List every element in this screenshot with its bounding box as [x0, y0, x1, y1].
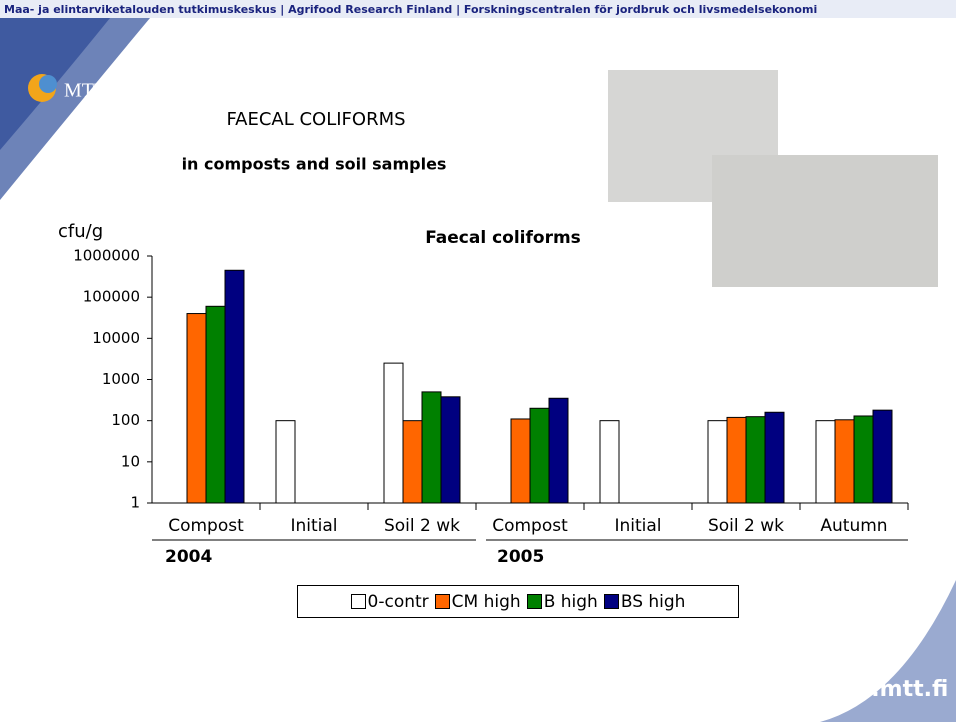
- y-tick-label: 10: [121, 452, 140, 470]
- bar: [853, 415, 874, 504]
- legend-swatch: [434, 594, 450, 609]
- legend-item: CM high: [434, 591, 521, 612]
- legend-swatch: [603, 594, 619, 609]
- banner-bg: [0, 0, 956, 18]
- footer: www.mtt.fi: [812, 677, 949, 702]
- bar: [815, 420, 836, 504]
- y-tick-label: 1000: [102, 370, 140, 388]
- y-tick-label: 10000: [92, 329, 140, 347]
- group-label: 2004: [165, 547, 212, 567]
- legend-label: 0-contr: [367, 591, 429, 612]
- y-axis-label: cfu/g: [58, 221, 103, 242]
- bar: [205, 305, 226, 504]
- slide-subtitle: in composts and soil samples: [182, 155, 447, 174]
- legend-item: BS high: [603, 591, 686, 612]
- bar: [834, 419, 855, 504]
- bar: [186, 313, 207, 504]
- y-tick-label: 100: [111, 411, 140, 429]
- legend-swatch: [526, 594, 542, 609]
- bar: [440, 396, 461, 504]
- y-tick-label: 1000000: [73, 247, 140, 265]
- bar: [529, 407, 550, 504]
- logo-icon-inner: [39, 75, 57, 93]
- x-tick-label: Compost: [492, 516, 568, 536]
- legend-label: B high: [543, 591, 598, 612]
- x-tick-label: Compost: [168, 516, 244, 536]
- legend-label: CM high: [451, 591, 521, 612]
- x-tick-label: Initial: [290, 516, 337, 536]
- bar: [421, 391, 442, 504]
- bar: [707, 420, 728, 504]
- x-tick-label: Autumn: [820, 516, 887, 536]
- bar: [275, 420, 296, 504]
- bar: [764, 411, 785, 504]
- x-tick-label: Soil 2 wk: [708, 516, 784, 536]
- bar: [872, 409, 893, 504]
- x-tick-label: Initial: [614, 516, 661, 536]
- legend-label: BS high: [620, 591, 686, 612]
- group-label: 2005: [497, 547, 544, 567]
- bar: [224, 269, 245, 504]
- bar: [745, 416, 766, 504]
- y-tick-label: 100000: [83, 288, 140, 306]
- bar: [383, 362, 404, 504]
- logo-text: MTT: [64, 80, 106, 102]
- legend-item: 0-contr: [350, 591, 429, 612]
- bar: [548, 397, 569, 504]
- y-tick-label: 1: [130, 494, 140, 512]
- x-tick-label: Soil 2 wk: [384, 516, 460, 536]
- legend-swatch: [350, 594, 366, 609]
- swoosh-right: [820, 580, 956, 722]
- legend: 0-contr CM high B high BS high: [297, 585, 739, 618]
- legend-item: B high: [526, 591, 598, 612]
- bar: [402, 420, 423, 504]
- photo: [712, 155, 938, 287]
- bar: [510, 418, 531, 504]
- banner: Maa- ja elintarviketalouden tutkimuskesk…: [4, 3, 817, 16]
- slide-title: FAECAL COLIFORMS: [226, 109, 405, 130]
- bar: [726, 416, 747, 504]
- bar: [599, 420, 620, 504]
- chart-title: Faecal coliforms: [425, 228, 581, 248]
